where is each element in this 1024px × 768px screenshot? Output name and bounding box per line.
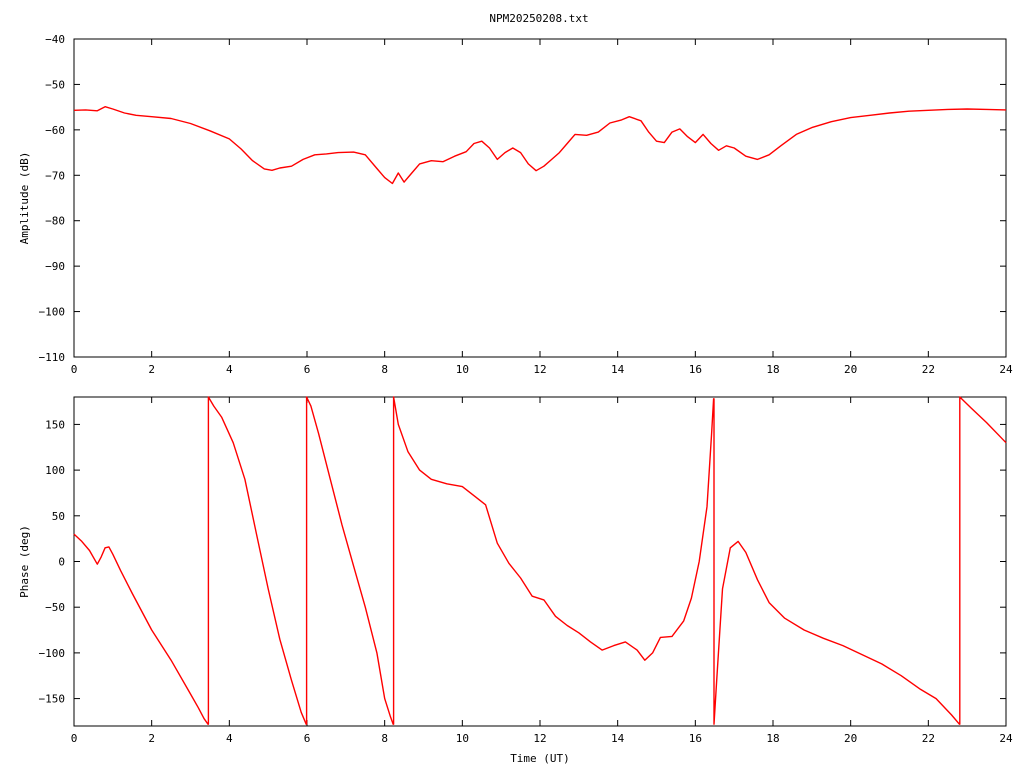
amplitude-y-tick-label: −100 [39,306,66,319]
amplitude-x-tick-label: 10 [456,363,469,376]
phase-x-tick-label: 0 [71,732,78,745]
amplitude-x-tick-label: 22 [922,363,935,376]
phase-panel: 0 2 4 6 8 10 12 14 16 18 20 22 24150100500−50−100−15… [18,396,1013,765]
amplitude-x-tick-label: 16 [689,363,702,376]
amplitude-x-tick-label: 2 [148,363,155,376]
amplitude-x-tick-label: 12 [533,363,546,376]
phase-y-tick-label: −100 [39,647,66,660]
amplitude-y-tick-label: −110 [39,351,66,364]
phase-x-tick-label: 18 [766,732,779,745]
amplitude-x-tick-label: 6 [304,363,311,376]
phase-series-line [73,396,1007,725]
amplitude-x-tick-label: 18 [766,363,779,376]
phase-x-tick-label: 22 [922,732,935,745]
amplitude-series-line [73,106,1007,185]
amplitude-x-tick-label: 8 [381,363,388,376]
phase-x-tick-label: 16 [689,732,702,745]
phase-y-axis-label: Phase (deg) [18,525,31,598]
phase-y-tick-label: 50 [52,510,65,523]
amplitude-x-tick-label: 0 [71,363,78,376]
phase-x-tick-label: 14 [611,732,625,745]
phase-x-tick-label: 4 [226,732,233,745]
phase-x-tick-label: 20 [844,732,857,745]
phase-plot-frame [73,396,1007,727]
amplitude-x-tick-label: 20 [844,363,857,376]
phase-x-axis-label: Time (UT) [510,752,570,765]
chart-title: NPM20250208.txt [489,12,588,25]
amplitude-y-axis-label: Amplitude (dB) [18,152,31,245]
phase-y-tick-label: 100 [45,464,65,477]
amplitude-x-tick-label: 4 [226,363,233,376]
phase-x-tick-label: 8 [381,732,388,745]
amplitude-x-tick-label: 14 [611,363,625,376]
amplitude-plot-frame [73,38,1007,358]
phase-y-tick-label: −150 [39,693,66,706]
amplitude-y-tick-label: −40 [45,33,65,46]
amplitude-y-tick-label: −80 [45,215,65,228]
phase-y-tick-label: 150 [45,418,65,431]
phase-y-tick-label: 0 [58,556,65,569]
amplitude-y-tick-label: −90 [45,260,65,273]
phase-x-tick-label: 10 [456,732,469,745]
amplitude-y-tick-label: −60 [45,124,65,137]
phase-y-tick-label: −50 [45,601,65,614]
phase-x-tick-label: 24 [999,732,1013,745]
phase-x-tick-label: 6 [304,732,311,745]
amplitude-y-tick-label: −70 [45,169,65,182]
amplitude-panel: 0 2 4 6 8 10 12 14 16 18 20 22 24−40−50−60−70−80−90−… [18,33,1013,376]
amplitude-x-tick-label: 24 [999,363,1013,376]
amplitude-y-tick-label: −50 [45,78,65,91]
phase-x-tick-label: 12 [533,732,546,745]
phase-x-tick-label: 2 [148,732,155,745]
